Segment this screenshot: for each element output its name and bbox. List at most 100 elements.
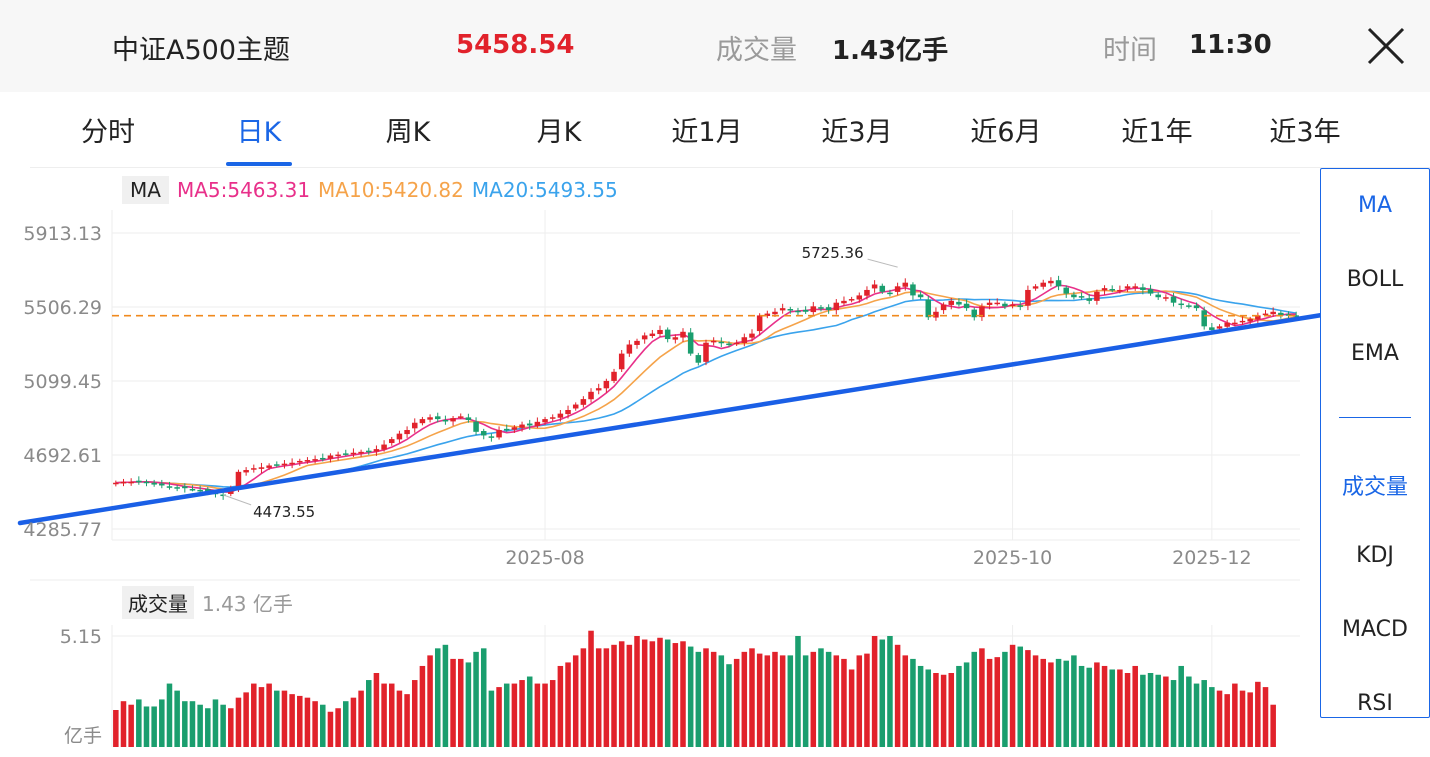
candle-body bbox=[251, 468, 257, 470]
candle-body bbox=[1040, 282, 1046, 287]
volume-bar bbox=[465, 662, 472, 747]
candle-body bbox=[1155, 294, 1161, 298]
candle-body bbox=[327, 455, 334, 459]
volume-bar bbox=[457, 658, 464, 747]
candle-body bbox=[136, 480, 142, 483]
candle-body bbox=[1124, 286, 1131, 289]
volume-legend: 成交量 1.43 亿手 bbox=[122, 585, 293, 619]
volume-bar bbox=[887, 636, 893, 747]
volume-bar bbox=[1193, 683, 1200, 747]
period-tabs: 分时 日K 周K 月K 近1月 近3月 近6月 近1年 近3年 bbox=[30, 92, 1430, 168]
candle-body bbox=[274, 464, 280, 466]
candle-body bbox=[411, 422, 418, 429]
indicator-volume[interactable]: 成交量 bbox=[1341, 475, 1408, 500]
candle-body bbox=[818, 307, 824, 309]
candle-body bbox=[1002, 303, 1008, 307]
volume-bar bbox=[1270, 704, 1276, 747]
indicator-kdj[interactable]: KDJ bbox=[1356, 543, 1394, 568]
x-tick-label: 2025-12 bbox=[1172, 547, 1251, 569]
chart-overlays: 5725.36 4473.55 bbox=[17, 244, 1425, 526]
indicator-macd[interactable]: MACD bbox=[1342, 617, 1408, 642]
tab-3-months[interactable]: 近3月 bbox=[821, 117, 893, 148]
volume-legend-tag[interactable]: 成交量 bbox=[122, 585, 194, 619]
candle-body bbox=[718, 341, 725, 344]
close-button[interactable] bbox=[1364, 24, 1408, 68]
indicator-rsi[interactable]: RSI bbox=[1357, 691, 1393, 716]
tab-1-month[interactable]: 近1月 bbox=[671, 117, 743, 148]
candle-body bbox=[1193, 305, 1200, 309]
volume-bar bbox=[136, 699, 142, 747]
tab-day-k[interactable]: 日K bbox=[236, 117, 282, 148]
volume-bar bbox=[1232, 683, 1238, 747]
candle-body bbox=[1239, 320, 1246, 323]
volume-bar bbox=[795, 636, 801, 747]
ma-legend-tag[interactable]: MA bbox=[122, 176, 169, 204]
indicator-ema[interactable]: EMA bbox=[1351, 341, 1399, 366]
volume-y-tick: 5.15 bbox=[60, 626, 102, 648]
volume-bar bbox=[649, 641, 656, 747]
volume-bar bbox=[580, 648, 587, 747]
volume-bar bbox=[1247, 692, 1253, 747]
candle-body bbox=[618, 353, 625, 370]
candle-body bbox=[802, 309, 809, 312]
volume-bar bbox=[710, 651, 717, 747]
volume-bar bbox=[366, 680, 372, 747]
volume-bar bbox=[787, 655, 794, 747]
candle-body bbox=[779, 308, 786, 311]
indicator-boll[interactable]: BOLL bbox=[1346, 267, 1404, 292]
volume-bar bbox=[1201, 680, 1207, 747]
candlesticks bbox=[113, 275, 1299, 500]
candle-body bbox=[1224, 322, 1230, 327]
candle-body bbox=[664, 329, 671, 340]
chart-grid bbox=[30, 210, 1300, 747]
tab-week-k[interactable]: 周K bbox=[385, 117, 431, 148]
indicator-divider bbox=[1339, 417, 1411, 418]
volume-bar bbox=[572, 655, 579, 747]
volume-bar bbox=[174, 690, 180, 747]
candle-body bbox=[419, 419, 426, 424]
volume-bar bbox=[833, 655, 840, 747]
candle-body bbox=[1170, 296, 1177, 303]
volume-bar bbox=[1186, 676, 1192, 747]
tab-month-k[interactable]: 月K bbox=[536, 117, 582, 148]
candle-body bbox=[381, 444, 387, 450]
volume-bar bbox=[917, 665, 924, 747]
candle-body bbox=[887, 292, 893, 295]
candle-body bbox=[258, 467, 265, 469]
volume-bar bbox=[726, 664, 732, 747]
candle-body bbox=[1086, 298, 1092, 301]
min-annotation: 4473.55 bbox=[253, 503, 315, 521]
candle-body bbox=[151, 482, 157, 485]
candle-body bbox=[1178, 303, 1184, 306]
volume-bar bbox=[856, 655, 863, 747]
candle-body bbox=[756, 315, 763, 332]
indicator-ma[interactable]: MA bbox=[1357, 193, 1393, 218]
volume-bar bbox=[1109, 669, 1115, 747]
volume-bar bbox=[641, 639, 648, 747]
candle-body bbox=[266, 465, 272, 468]
tab-3-years[interactable]: 近3年 bbox=[1269, 117, 1341, 148]
close-icon bbox=[1367, 27, 1405, 65]
candle-body bbox=[741, 337, 748, 343]
volume-bar bbox=[166, 683, 173, 747]
candle-body bbox=[1009, 304, 1016, 307]
tab-6-months[interactable]: 近6月 bbox=[970, 117, 1042, 148]
tab-1-year[interactable]: 近1年 bbox=[1121, 117, 1193, 148]
tab-fenshi[interactable]: 分时 bbox=[81, 117, 135, 148]
candle-body bbox=[848, 299, 855, 301]
volume-bar bbox=[634, 636, 640, 747]
candle-body bbox=[810, 306, 817, 313]
volume-bar bbox=[358, 690, 364, 747]
volume-bar bbox=[1155, 674, 1161, 747]
candle-body bbox=[565, 410, 571, 415]
volume-bar bbox=[488, 690, 495, 747]
volume-bar bbox=[741, 651, 748, 747]
volume-bar bbox=[1140, 674, 1146, 747]
candle-body bbox=[404, 430, 410, 435]
volume-bar bbox=[1262, 687, 1269, 747]
candle-body bbox=[1163, 297, 1169, 299]
volume-bar bbox=[473, 651, 479, 747]
candle-body bbox=[641, 335, 648, 340]
volume-bar bbox=[151, 706, 157, 747]
